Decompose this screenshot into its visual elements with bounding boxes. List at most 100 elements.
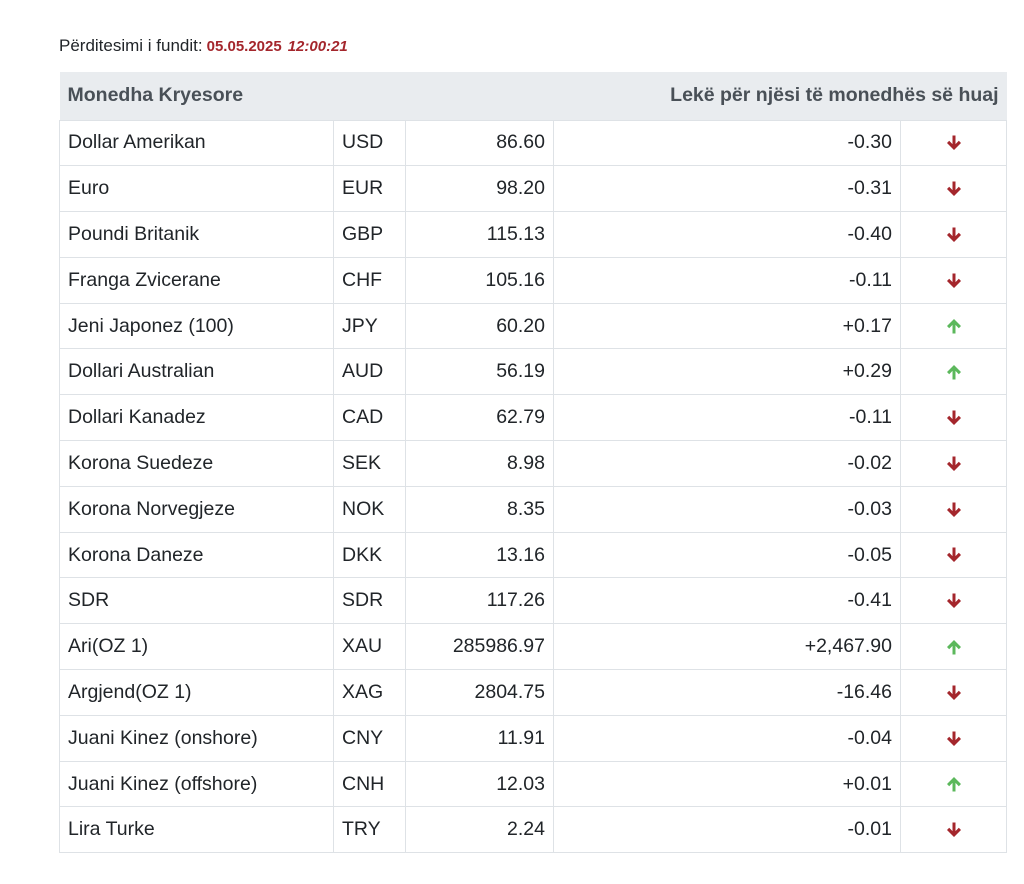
arrow-down-icon	[944, 133, 964, 153]
currency-code: GBP	[333, 211, 406, 258]
currency-change: +0.01	[553, 760, 901, 808]
table-row: Dollar Amerikan USD 86.60 -0.30	[59, 119, 1008, 167]
currency-name: Korona Daneze	[59, 531, 334, 579]
currency-code: EUR	[333, 165, 406, 213]
currency-change: +0.17	[553, 302, 901, 350]
change-direction	[899, 714, 1008, 762]
arrow-down-icon	[944, 408, 964, 428]
table-row: Dollari Australian AUD 56.19 +0.29	[59, 348, 1008, 396]
currency-code: TRY	[333, 806, 406, 854]
currency-name: Dollari Australian	[59, 348, 334, 396]
table-row: Juani Kinez (offshore) CNH 12.03 +0.01	[59, 760, 1008, 808]
currency-change: +0.29	[553, 348, 901, 396]
arrow-down-icon	[944, 591, 964, 611]
arrow-up-icon	[944, 362, 964, 382]
change-direction	[899, 119, 1008, 167]
currency-code: CNH	[333, 760, 406, 808]
currency-code: CHF	[333, 256, 406, 304]
table-row: Argjend(OZ 1) XAG 2804.75 -16.46	[59, 669, 1008, 716]
currency-change: -0.11	[553, 394, 901, 442]
currency-name: Juani Kinez (offshore)	[59, 760, 334, 808]
change-direction	[899, 302, 1008, 350]
table-row: Franga Zvicerane CHF 105.16 -0.11	[59, 256, 1008, 304]
change-direction	[899, 211, 1008, 258]
table-row: Ari(OZ 1) XAU 285986.97 +2,467.90	[59, 623, 1008, 671]
currency-rate: 2804.75	[405, 669, 554, 716]
table-row: Korona Norvegjeze NOK 8.35 -0.03	[59, 485, 1008, 533]
arrow-down-icon	[944, 500, 964, 520]
table-row: Korona Suedeze SEK 8.98 -0.02	[59, 440, 1008, 487]
currency-change: -0.30	[553, 119, 901, 167]
currency-change: +2,467.90	[553, 623, 901, 671]
currency-name: Dollar Amerikan	[59, 119, 334, 167]
table-body: Dollar Amerikan USD 86.60 -0.30 Euro EUR 98.20…	[59, 119, 1008, 854]
change-direction	[899, 256, 1008, 304]
currency-change: -0.05	[553, 531, 901, 579]
currency-name: SDR	[59, 577, 334, 625]
currency-rate: 12.03	[405, 760, 554, 808]
last-update-time: 12:00:21	[287, 38, 348, 55]
currency-rate: 86.60	[405, 119, 554, 167]
change-direction	[899, 623, 1008, 671]
currency-rate: 115.13	[405, 211, 554, 258]
currency-code: XAG	[333, 669, 406, 716]
last-update: Përditesimi i fundit: 05.05.2025 12:00:21	[59, 36, 348, 57]
currency-rate: 13.16	[405, 531, 554, 579]
table-row: SDR SDR 117.26 -0.41	[59, 577, 1008, 625]
currency-code: XAU	[333, 623, 406, 671]
currency-code: USD	[333, 119, 406, 167]
currency-code: SDR	[333, 577, 406, 625]
arrow-up-icon	[944, 637, 964, 657]
change-direction	[899, 806, 1008, 854]
change-direction	[899, 577, 1008, 625]
currency-change: -16.46	[553, 669, 901, 716]
currency-name: Ari(OZ 1)	[59, 623, 334, 671]
table-row: Dollari Kanadez CAD 62.79 -0.11	[59, 394, 1008, 442]
currency-name: Franga Zvicerane	[59, 256, 334, 304]
last-update-date: 05.05.2025	[206, 38, 282, 55]
arrow-down-icon	[944, 454, 964, 474]
currency-rate: 60.20	[405, 302, 554, 350]
currency-name: Jeni Japonez (100)	[59, 302, 334, 350]
currency-name: Korona Norvegjeze	[59, 485, 334, 533]
currency-name: Korona Suedeze	[59, 440, 334, 487]
currency-name: Poundi Britanik	[59, 211, 334, 258]
table-row: Poundi Britanik GBP 115.13 -0.40	[59, 211, 1008, 258]
change-direction	[899, 394, 1008, 442]
arrow-down-icon	[944, 179, 964, 199]
change-direction	[899, 165, 1008, 213]
arrow-down-icon	[944, 820, 964, 840]
currency-code: NOK	[333, 485, 406, 533]
currency-code: AUD	[333, 348, 406, 396]
currency-name: Juani Kinez (onshore)	[59, 714, 334, 762]
currency-change: -0.41	[553, 577, 901, 625]
currency-change: -0.40	[553, 211, 901, 258]
header-lek-per-unit: Lekë për njësi të monedhës së huaj	[670, 84, 999, 107]
currency-rate: 98.20	[405, 165, 554, 213]
currency-code: DKK	[333, 531, 406, 579]
currency-rate: 8.35	[405, 485, 554, 533]
arrow-down-icon	[944, 683, 964, 703]
table-row: Korona Daneze DKK 13.16 -0.05	[59, 531, 1008, 579]
currency-rate: 105.16	[405, 256, 554, 304]
table-header-row: Monedha Kryesore Lekë për njësi të moned…	[59, 72, 1007, 120]
currency-rate: 117.26	[405, 577, 554, 625]
change-direction	[899, 485, 1008, 533]
currency-name: Euro	[59, 165, 334, 213]
currency-rate: 8.98	[405, 440, 554, 487]
currency-code: JPY	[333, 302, 406, 350]
currency-name: Dollari Kanadez	[59, 394, 334, 442]
last-update-label: Përditesimi i fundit:	[59, 36, 203, 55]
currency-code: CNY	[333, 714, 406, 762]
header-main-currencies: Monedha Kryesore	[67, 84, 244, 107]
currency-rate: 56.19	[405, 348, 554, 396]
currency-rate: 2.24	[405, 806, 554, 854]
arrow-up-icon	[944, 316, 964, 336]
currency-change: -0.04	[553, 714, 901, 762]
exchange-rates-table: Monedha Kryesore Lekë për njësi të moned…	[59, 72, 1008, 854]
currency-change: -0.02	[553, 440, 901, 487]
change-direction	[899, 760, 1008, 808]
arrow-down-icon	[944, 271, 964, 291]
table-row: Euro EUR 98.20 -0.31	[59, 165, 1008, 213]
table-row: Juani Kinez (onshore) CNY 11.91 -0.04	[59, 714, 1008, 762]
